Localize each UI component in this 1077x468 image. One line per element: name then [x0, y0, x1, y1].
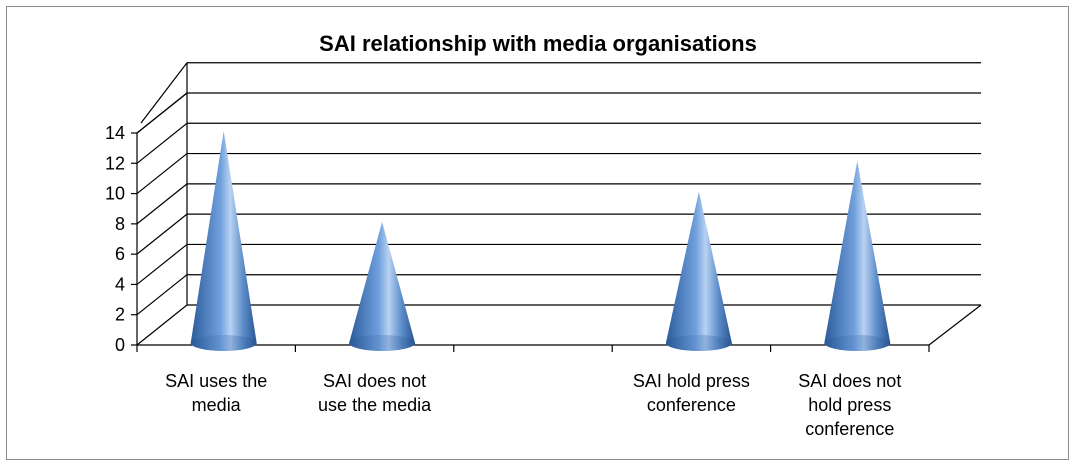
gridline-side-top2 — [140, 62, 188, 124]
cone-body — [665, 191, 732, 351]
y-tick-label: 6 — [115, 244, 125, 264]
chart-title: SAI relationship with media organisation… — [319, 31, 757, 56]
gridline-side-6 — [136, 213, 188, 255]
cone-series — [190, 131, 891, 351]
y-tick-label: 8 — [115, 214, 125, 234]
x-category-label: SAI uses the — [165, 371, 267, 391]
gridline-side-top — [136, 92, 188, 134]
cone-body — [349, 221, 416, 351]
cone-base — [190, 335, 257, 351]
cone-4 — [824, 161, 891, 351]
cone-base — [665, 335, 732, 351]
gridline-side-4 — [136, 243, 188, 285]
x-category-label: SAI does not — [323, 371, 426, 391]
y-tick-label: 12 — [105, 153, 125, 173]
x-category-label: conference — [805, 419, 894, 439]
x-category-label: SAI does not — [798, 371, 901, 391]
y-tick-label: 14 — [105, 123, 125, 143]
cone-3 — [665, 191, 732, 351]
chart-frame: SAI relationship with media organisation… — [6, 6, 1069, 460]
x-category-labels: SAI uses the media SAI does not use the med… — [165, 371, 901, 439]
cone-body — [824, 161, 891, 351]
x-category-label: use the media — [318, 395, 432, 415]
gridline-side-12 — [136, 122, 188, 164]
x-category-label: hold press — [808, 395, 891, 415]
y-tick-label: 10 — [105, 184, 125, 204]
gridline-side-8 — [136, 183, 188, 225]
x-category-label: SAI hold press — [633, 371, 750, 391]
x-category-label: conference — [647, 395, 736, 415]
cone-body — [190, 131, 257, 351]
x-category-label: media — [192, 395, 242, 415]
cone-base — [824, 335, 891, 351]
gridline-side-2 — [136, 274, 188, 316]
gridline-side-0 — [136, 304, 188, 346]
floor-right-edge — [928, 304, 982, 346]
chart-svg: SAI relationship with media organisation… — [105, 31, 982, 439]
y-tick-labels: 0 2 4 6 8 10 12 14 — [105, 123, 125, 355]
grid-layer — [131, 62, 982, 352]
cone-base — [349, 335, 416, 351]
y-tick-label: 0 — [115, 335, 125, 355]
cone-1 — [349, 221, 416, 351]
cone-0 — [190, 131, 257, 351]
y-tick-label: 2 — [115, 305, 125, 325]
gridline-side-10 — [136, 153, 188, 195]
y-tick-label: 4 — [115, 274, 125, 294]
